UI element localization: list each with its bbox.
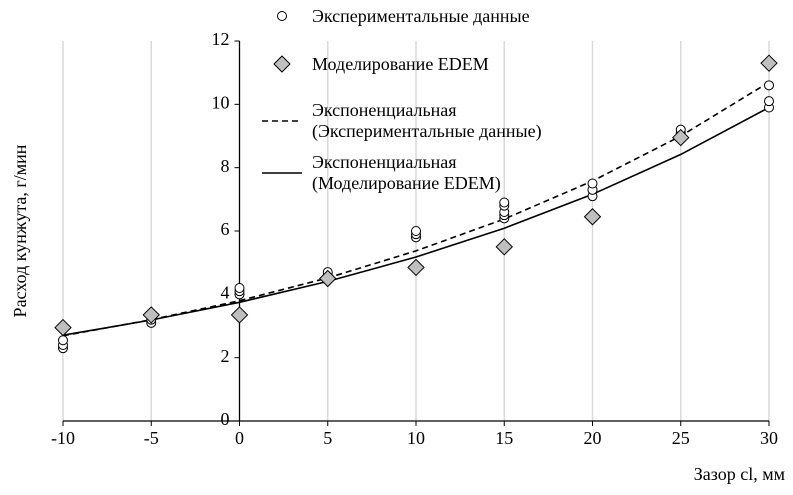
legend-label: Экспериментальные данные <box>312 5 530 26</box>
x-tick-label: 10 <box>407 428 425 448</box>
y-tick-label: 2 <box>221 346 230 366</box>
line <box>62 106 770 336</box>
point <box>54 318 72 337</box>
x-axis-label: Зазор cl, мм <box>694 464 785 484</box>
point <box>499 197 510 208</box>
y-tick-label: 12 <box>212 29 230 49</box>
x-tick-label: 5 <box>323 428 332 448</box>
y-tick-label: 10 <box>212 92 230 112</box>
y-tick-label: 0 <box>221 409 230 429</box>
y-tick-label: 4 <box>221 282 230 302</box>
x-tick-label: 30 <box>760 428 778 448</box>
point <box>764 96 774 107</box>
legend-item: Экспериментальные данные <box>262 4 530 28</box>
point <box>407 258 425 277</box>
point <box>587 178 598 189</box>
legend-item: Моделирование EDEM <box>262 52 489 76</box>
legend-label: Экспоненциальная (Экспериментальные данн… <box>312 100 542 141</box>
point <box>319 269 337 288</box>
legend-item: Экспоненциальная (Моделирование EDEM) <box>262 152 501 194</box>
point <box>277 11 287 21</box>
x-tick-label: 20 <box>584 428 602 448</box>
legend-swatch <box>277 11 287 21</box>
legend: Экспериментальные данные Моделирование ED… <box>262 2 642 202</box>
point <box>234 283 245 293</box>
x-tick-label: 0 <box>235 428 244 448</box>
legend-swatch <box>273 55 291 73</box>
legend-label: Экспоненциальная (Моделирование EDEM) <box>312 152 501 193</box>
y-tick-label: 6 <box>221 219 230 239</box>
x-tick-label: -10 <box>51 428 75 448</box>
y-tick-label: 8 <box>221 156 230 176</box>
point <box>760 54 778 72</box>
x-tick-label: 15 <box>495 428 513 448</box>
point <box>583 208 602 226</box>
point <box>495 238 513 256</box>
legend-swatch <box>262 172 302 174</box>
point <box>672 128 690 147</box>
point <box>58 335 68 346</box>
point <box>230 306 249 324</box>
legend-item: Экспоненциальная (Экспериментальные данн… <box>262 100 542 142</box>
point <box>273 55 291 73</box>
legend-label: Моделирование EDEM <box>312 53 489 74</box>
point <box>764 80 774 91</box>
point <box>142 306 160 324</box>
y-axis-label: Расход кунжута, г/мин <box>10 144 30 317</box>
x-tick-label: -5 <box>144 428 159 448</box>
point <box>411 226 421 236</box>
x-tick-label: 25 <box>672 428 690 448</box>
line <box>62 81 770 337</box>
legend-swatch <box>262 120 302 122</box>
